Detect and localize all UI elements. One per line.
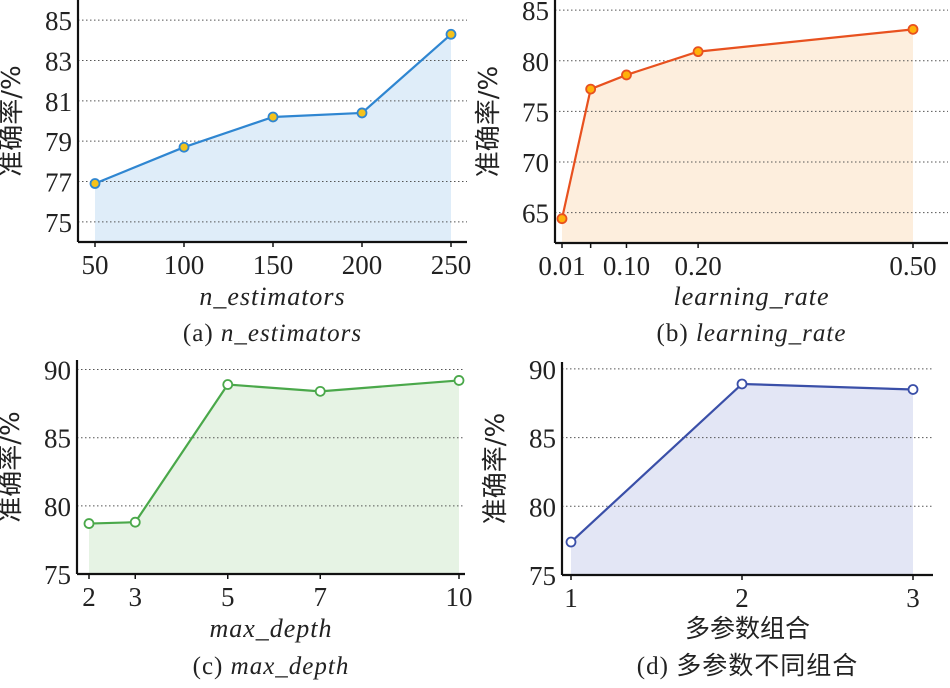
y-tick-label: 80	[522, 47, 549, 77]
area-fill	[562, 29, 913, 243]
data-point	[565, 536, 577, 548]
data-point	[314, 385, 326, 397]
caption-prefix: (a)	[183, 320, 221, 347]
data-point	[222, 379, 234, 390]
x-axis-label: learning_rate	[674, 282, 830, 311]
y-tick-label: 79	[45, 127, 72, 157]
x-tick-label: 0.20	[674, 251, 721, 281]
x-tick-label: 1	[564, 583, 578, 613]
y-tick-label: 90	[44, 356, 71, 386]
caption-title: max_depth	[231, 653, 350, 680]
x-tick-label: 250	[431, 250, 472, 280]
x-tick-label: 3	[906, 583, 920, 613]
caption-prefix: (d)	[637, 653, 676, 680]
y-axis-label: 准确率/%	[481, 413, 511, 524]
area-fill	[571, 383, 913, 575]
y-axis-label: 准确率/%	[474, 66, 504, 177]
data-point	[445, 28, 457, 40]
y-tick-label: 65	[522, 199, 549, 229]
y-tick-label: 85	[529, 424, 556, 454]
caption-prefix: (b)	[657, 320, 696, 347]
y-tick-label: 85	[45, 6, 72, 36]
x-tick-label: 2	[82, 582, 96, 612]
x-tick-label: 50	[82, 250, 109, 280]
chart-d: 75 80 85 90 1 2 3 准确率/% 多参数组合 (d) 多参数不同组合	[481, 355, 933, 680]
x-axis-label: max_depth	[209, 614, 332, 643]
subplot-caption: (b) learning_rate	[657, 320, 847, 347]
caption-title: n_estimators	[221, 320, 362, 347]
data-point	[692, 46, 704, 58]
chart-b: 65 70 75 80 85 0.01 0.10 0.20 0.50 准确率/% learning_…	[474, 0, 948, 347]
chart-a: 75 77 79 81 83 85 50 100 150 200 250 准确率/% n_estimat…	[0, 0, 471, 347]
y-tick-label: 75	[45, 208, 72, 238]
y-tick-label: 90	[529, 355, 556, 385]
x-tick-label: 2	[735, 583, 749, 613]
x-tick-label: 200	[342, 250, 383, 280]
x-tick-label: 150	[253, 250, 294, 280]
x-tick-label: 100	[164, 250, 205, 280]
y-tick-label: 77	[45, 168, 72, 198]
subplot-caption: (c) max_depth	[193, 653, 350, 680]
caption-prefix: (c)	[193, 653, 231, 680]
data-point	[129, 516, 141, 528]
x-tick-label: 10	[446, 582, 473, 612]
y-tick-label: 70	[522, 148, 549, 178]
y-axis-label: 准确率/%	[0, 65, 27, 176]
y-axis-label: 准确率/%	[0, 411, 26, 522]
data-point	[621, 69, 632, 81]
y-tick-label: 75	[529, 561, 556, 591]
y-tick-label: 85	[522, 0, 549, 26]
data-point	[356, 107, 368, 119]
data-point	[453, 375, 465, 386]
x-axis-label: n_estimators	[199, 282, 345, 311]
y-tick-label: 80	[44, 492, 71, 522]
caption-title: learning_rate	[696, 320, 847, 347]
data-point	[178, 141, 190, 153]
area-fill	[89, 380, 459, 574]
y-tick-label: 75	[44, 560, 71, 590]
x-tick-label: 7	[314, 582, 328, 612]
y-tick-label: 75	[522, 97, 549, 127]
x-tick-label: 0.50	[889, 251, 936, 281]
y-tick-label: 80	[529, 492, 556, 522]
data-point	[89, 178, 101, 189]
x-tick-label: 3	[129, 582, 143, 612]
subplot-caption: (a) n_estimators	[183, 320, 362, 347]
x-tick-label: 0.10	[603, 251, 650, 281]
data-point	[83, 518, 95, 529]
data-point	[585, 83, 597, 95]
data-point	[907, 384, 919, 395]
data-point	[267, 111, 279, 123]
y-tick-label: 83	[45, 47, 72, 77]
data-point	[907, 23, 919, 35]
area-fill	[95, 34, 451, 243]
x-axis-label: 多参数组合	[685, 614, 810, 643]
caption-title: 多参数不同组合	[676, 651, 858, 680]
data-point	[736, 378, 748, 390]
subplot-caption: (d) 多参数不同组合	[637, 651, 858, 680]
x-tick-label: 5	[221, 582, 235, 612]
data-point	[556, 213, 568, 225]
y-tick-label: 85	[44, 424, 71, 454]
x-tick-label: 0.01	[538, 251, 585, 281]
y-tick-label: 81	[45, 87, 72, 117]
